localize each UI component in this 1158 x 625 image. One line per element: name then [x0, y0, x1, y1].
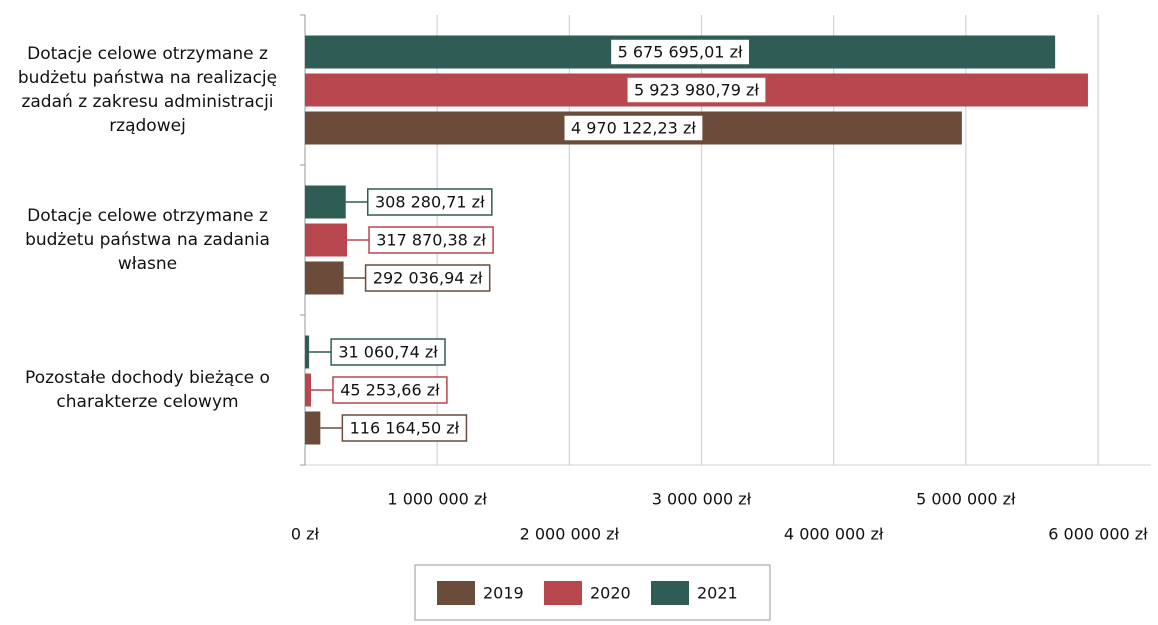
bar [305, 335, 310, 369]
value-label-box [368, 226, 494, 254]
value-label: 308 280,71 zł [345, 188, 493, 216]
value-label: 4 970 122,23 zł [563, 114, 704, 142]
value-label-text: 45 253,66 zł [340, 381, 440, 400]
value-label-text: 292 036,94 zł [373, 269, 483, 288]
value-label: 5 675 695,01 zł [609, 38, 751, 66]
value-label: 317 870,38 zł [347, 226, 494, 254]
value-label-box [563, 114, 704, 142]
value-label-box [626, 76, 767, 104]
value-label: 5 923 980,79 zł [626, 76, 767, 104]
legend-label: 2021 [697, 584, 738, 603]
value-label-text: 116 164,50 zł [350, 419, 460, 438]
value-label-box [332, 376, 448, 404]
x-tick-label: 4 000 000 zł [784, 525, 884, 544]
value-label-text: 5 675 695,01 zł [618, 43, 743, 62]
legend-label: 2019 [483, 584, 524, 603]
category-label: Pozostałe dochody bieżące o charakterze … [25, 368, 270, 412]
x-tick-label: 0 zł [291, 525, 320, 544]
value-label-text: 31 060,74 zł [338, 343, 438, 362]
bar [305, 261, 344, 295]
bar [305, 223, 348, 257]
bar [305, 373, 311, 407]
legend-swatch [651, 581, 689, 605]
value-label: 116 164,50 zł [320, 414, 468, 442]
value-label: 31 060,74 zł [309, 338, 446, 366]
value-label: 292 036,94 zł [343, 264, 491, 292]
value-label-text: 4 970 122,23 zł [571, 119, 696, 138]
x-tick-label: 6 000 000 zł [1048, 525, 1148, 544]
value-label-box [364, 264, 491, 292]
legend-label: 2020 [590, 584, 631, 603]
value-label: 45 253,66 zł [310, 376, 448, 404]
category-label: Dotacje celowe otrzymane z budżetu państ… [25, 206, 270, 274]
value-label-text: 5 923 980,79 zł [634, 81, 759, 100]
x-tick-label: 5 000 000 zł [916, 490, 1016, 509]
value-label-box [341, 414, 468, 442]
bar [305, 411, 321, 445]
x-tick-label: 2 000 000 zł [520, 525, 620, 544]
value-label-box [366, 188, 493, 216]
category-label: Dotacje celowe otrzymane z budżetu państ… [17, 44, 278, 136]
legend-swatch [544, 581, 582, 605]
x-tick-label: 1 000 000 zł [387, 490, 487, 509]
value-label-text: 308 280,71 zł [375, 193, 485, 212]
bar [305, 185, 346, 219]
value-label-box [609, 38, 751, 66]
value-label-text: 317 870,38 zł [376, 231, 486, 250]
x-tick-label: 3 000 000 zł [652, 490, 752, 509]
legend-swatch [437, 581, 475, 605]
